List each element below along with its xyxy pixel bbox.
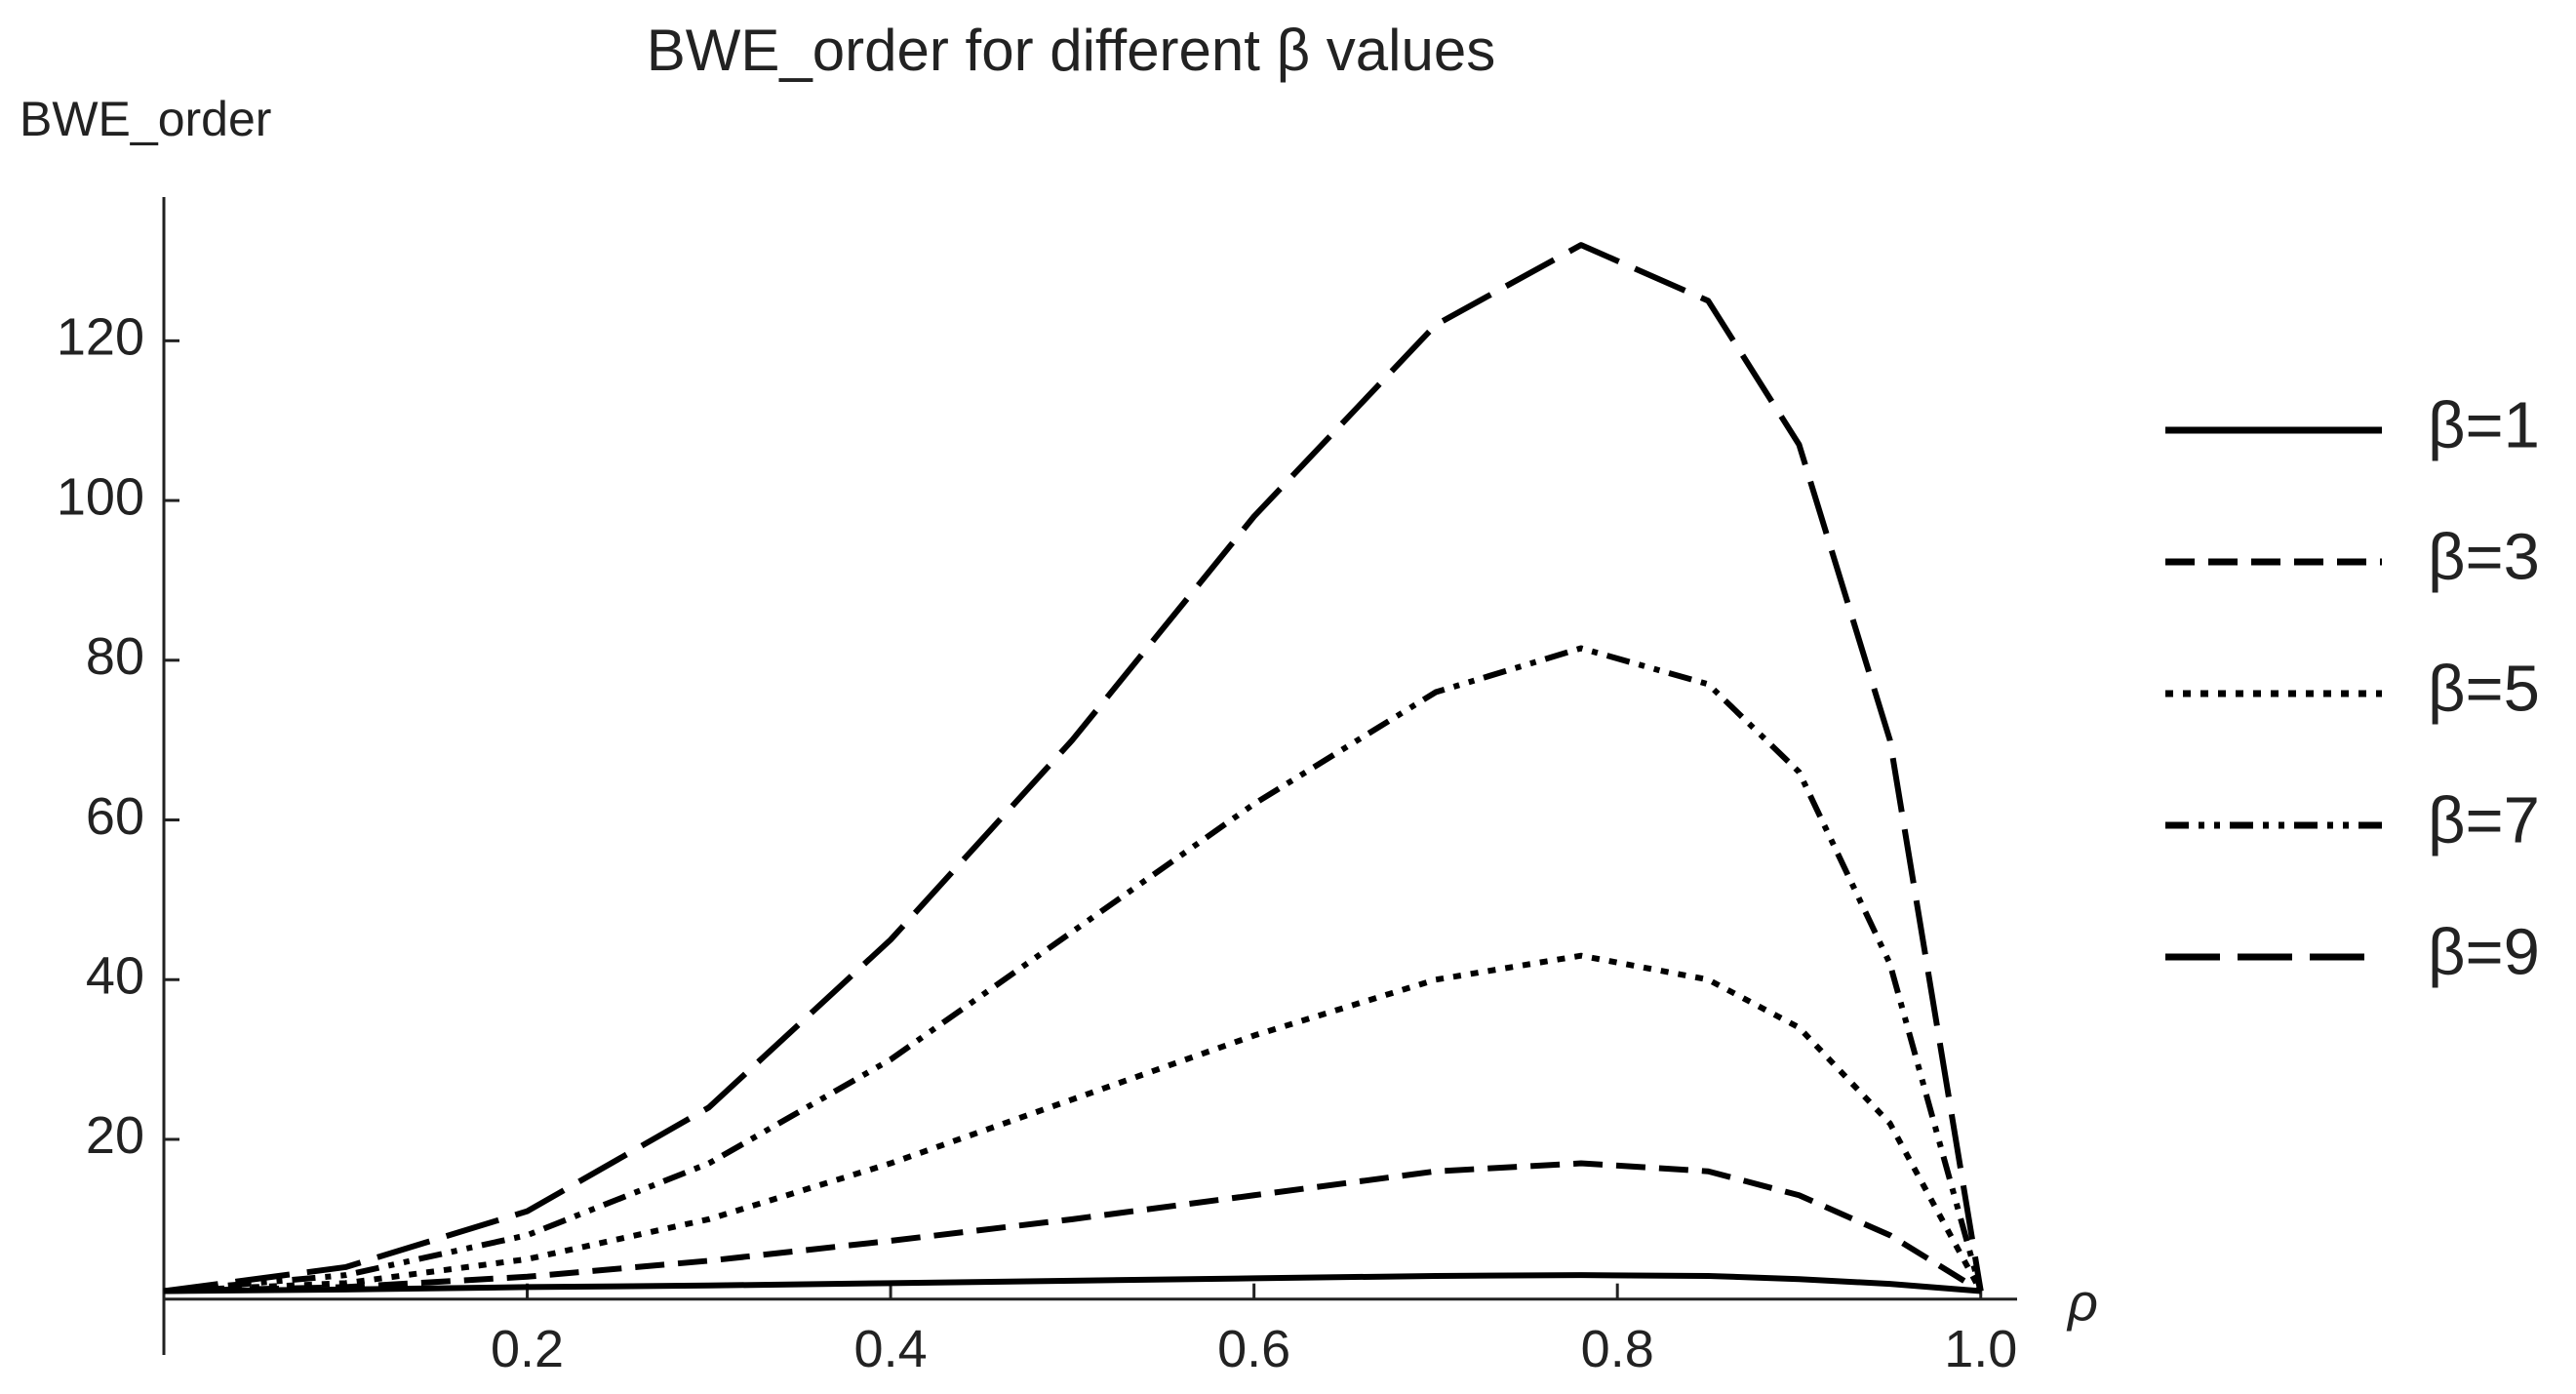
y-tick-label: 60 (86, 787, 144, 846)
legend-label: β=5 (2428, 653, 2540, 726)
line-series (163, 952, 1984, 1294)
y-tick-label: 80 (86, 627, 144, 686)
x-tick-label: 0.4 (854, 1320, 928, 1378)
x-axis-label: ρ (2066, 1273, 2098, 1332)
legend-label: β=9 (2428, 916, 2540, 989)
y-tick-label: 20 (86, 1106, 144, 1165)
chart-title: BWE_order for different β values (647, 18, 1495, 83)
y-axis-label: BWE_order (20, 92, 271, 146)
line-series (163, 1160, 1983, 1294)
legend-label: β=1 (2428, 389, 2540, 462)
line-series (163, 1272, 1981, 1294)
x-tick-label: 1.0 (1944, 1320, 2017, 1378)
legend-label: β=3 (2428, 521, 2540, 594)
y-tick-label: 120 (57, 308, 144, 367)
y-tick-label: 100 (57, 467, 144, 526)
line-series (163, 645, 1984, 1294)
line-series (163, 242, 1984, 1294)
legend-label: β=7 (2428, 784, 2540, 857)
x-tick-label: 0.2 (491, 1320, 564, 1378)
x-tick-label: 0.8 (1581, 1320, 1654, 1378)
y-tick-label: 40 (86, 947, 144, 1006)
x-tick-label: 0.6 (1217, 1320, 1290, 1378)
